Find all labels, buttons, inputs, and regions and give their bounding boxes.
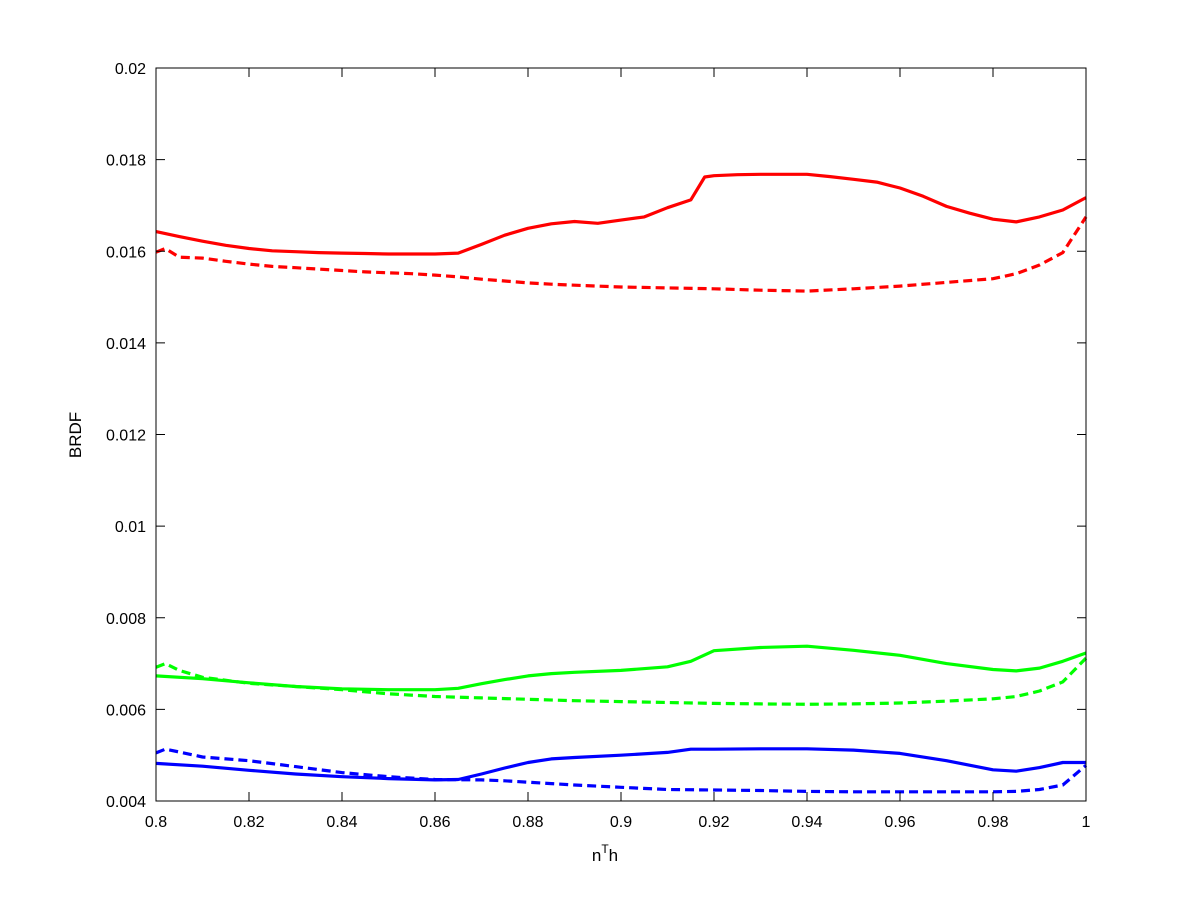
x-tick-label: 0.88 xyxy=(512,814,543,831)
y-tick-label: 0.012 xyxy=(106,428,146,445)
x-axis-label-superscript: T xyxy=(601,842,609,856)
y-tick-label: 0.016 xyxy=(106,244,146,261)
series-line-green-dashed-3 xyxy=(155,656,1088,706)
series-line-green-solid-2 xyxy=(155,644,1087,692)
y-tick-label: 0.018 xyxy=(106,153,146,170)
series-line-red-solid-0 xyxy=(155,172,1087,256)
y-tick-label: 0.01 xyxy=(115,519,146,536)
x-tick-label: 0.82 xyxy=(233,814,264,831)
y-tick-label: 0.006 xyxy=(106,702,146,719)
series-line-blue-dashed-5 xyxy=(155,747,1088,794)
y-tick-label: 0.014 xyxy=(106,336,146,353)
series-line-red-dashed-1 xyxy=(155,216,1088,293)
series-line-blue-solid-4 xyxy=(155,747,1086,782)
x-tick-label: 0.96 xyxy=(884,814,915,831)
x-tick-label: 0.84 xyxy=(326,814,357,831)
series-layer xyxy=(155,172,1088,794)
tick-layer: 0.8 0.82 0.84 0.86 0.88 0.9 0.92 0.94 0.96 0.98 1 0… xyxy=(106,61,1091,831)
x-axis-label-base: n xyxy=(592,846,601,865)
x-axis-label: nTh xyxy=(592,842,618,865)
x-tick-label: 0.8 xyxy=(145,814,167,831)
y-tick-label: 0.02 xyxy=(115,61,146,78)
x-tick-label: 0.92 xyxy=(698,814,729,831)
x-tick-label: 0.94 xyxy=(791,814,822,831)
x-axis-label-tail: h xyxy=(609,846,618,865)
x-tick-label: 0.98 xyxy=(977,814,1008,831)
y-tick-label: 0.004 xyxy=(106,794,146,811)
y-axis-label: BRDF xyxy=(66,412,85,458)
y-tick-label: 0.008 xyxy=(106,611,146,628)
x-tick-label: 0.9 xyxy=(610,814,632,831)
x-tick-label: 1 xyxy=(1082,814,1091,831)
x-tick-label: 0.86 xyxy=(419,814,450,831)
